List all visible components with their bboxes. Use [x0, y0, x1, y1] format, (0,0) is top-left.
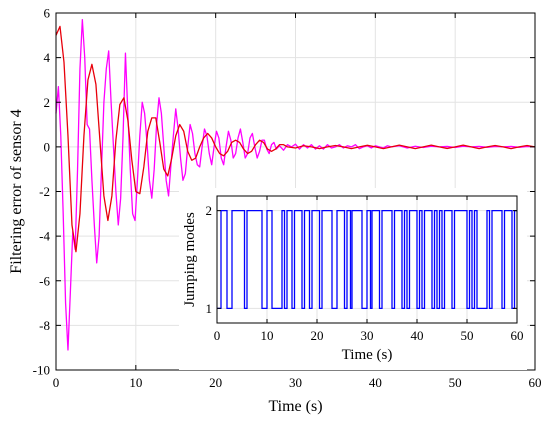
- y-tick-label: 6: [44, 6, 51, 21]
- x-tick-label: 50: [449, 375, 462, 390]
- inset-x-tick-label: 40: [411, 328, 424, 343]
- y-tick-label: 4: [44, 50, 51, 65]
- inset-y-tick-label: 1: [206, 301, 213, 316]
- inset-x-tick-label: 30: [361, 328, 374, 343]
- inset-x-tick-label: 50: [461, 328, 474, 343]
- y-tick-label: -4: [39, 229, 50, 244]
- main-series-group: [55, 19, 536, 351]
- y-tick-label: -2: [39, 184, 50, 199]
- x-axis-title: Time (s): [268, 398, 322, 415]
- inset-tick-labels: 0 10 20 30 40 50 60 1 2: [206, 203, 524, 343]
- inset-x-axis-title: Time (s): [342, 347, 393, 363]
- inset-x-tick-label: 0: [214, 328, 221, 343]
- inset-x-tick-label: 10: [261, 328, 274, 343]
- x-tick-label: 10: [129, 375, 142, 390]
- inset-axes: [216, 195, 518, 324]
- inset-series-group: [217, 210, 517, 309]
- x-tick-label: 0: [53, 375, 60, 390]
- inset-x-tick-label: 60: [511, 328, 524, 343]
- x-tick-label: 20: [209, 375, 222, 390]
- x-tick-label: 60: [529, 375, 542, 390]
- x-tick-label: 30: [289, 375, 302, 390]
- y-axis-title: Filtering error of sensor 4: [8, 109, 25, 273]
- inset-x-tick-label: 20: [311, 328, 324, 343]
- inset-y-axis-title: Jumping modes: [182, 212, 198, 307]
- y-tick-label: 0: [44, 139, 51, 154]
- jumping-modes-step-line: [217, 210, 517, 309]
- inset-chart: 0 10 20 30 40 50 60 1 2 Time (s) Jumping modes: [179, 188, 527, 370]
- y-tick-label: -6: [39, 273, 50, 288]
- y-tick-label: -10: [33, 363, 50, 378]
- series-line-red-series: [55, 25, 536, 253]
- x-tick-label: 40: [369, 375, 382, 390]
- inset-y-tick-label: 2: [206, 203, 213, 218]
- y-tick-label: -8: [39, 318, 50, 333]
- series-line-magenta-series: [55, 19, 536, 351]
- y-tick-label: 2: [44, 95, 51, 110]
